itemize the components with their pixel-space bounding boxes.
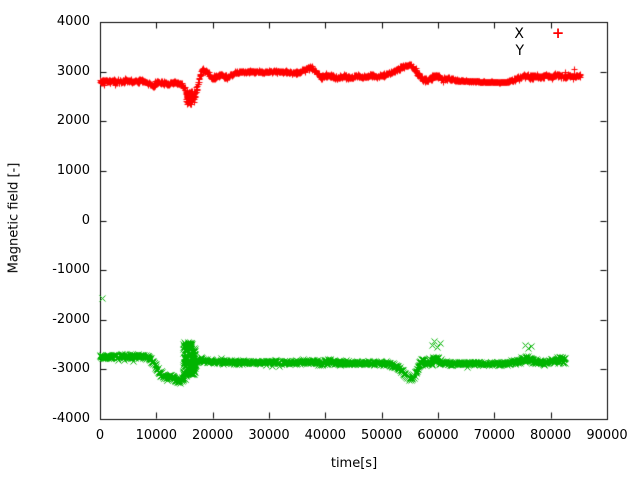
x-tick-label: 80000: [529, 428, 572, 443]
x-tick-label: 40000: [304, 428, 346, 443]
x-tick-label: 90000: [586, 428, 628, 443]
x-tick-label: 60000: [417, 428, 459, 443]
y-tick-label: 2000: [56, 113, 90, 129]
x-tick-label: 20000: [191, 428, 234, 443]
y-tick-label: -2000: [52, 311, 90, 327]
legend-label-x: X: [514, 26, 524, 42]
x-tick-label: 70000: [473, 428, 515, 443]
x-tick-label: 30000: [248, 428, 290, 443]
y-tick-label: -1000: [52, 262, 90, 278]
legend-marker-plus-icon: +: [551, 24, 565, 42]
y-axis-label: Magnetic field [-]: [6, 162, 22, 274]
x-tick-label: 50000: [360, 428, 403, 443]
y-tick-label: 3000: [56, 63, 90, 79]
y-tick-label: -3000: [52, 361, 90, 377]
legend-label-y: Y: [515, 43, 524, 59]
y-tick-label: 1000: [56, 162, 90, 178]
y-tick-label: 0: [81, 212, 90, 228]
y-tick-label: -4000: [52, 411, 90, 426]
y-tick-label: 4000: [56, 14, 90, 29]
x-tick-label: 0: [95, 428, 105, 443]
x-tick-label: 10000: [135, 428, 177, 443]
x-axis-label: time[s]: [330, 456, 378, 471]
